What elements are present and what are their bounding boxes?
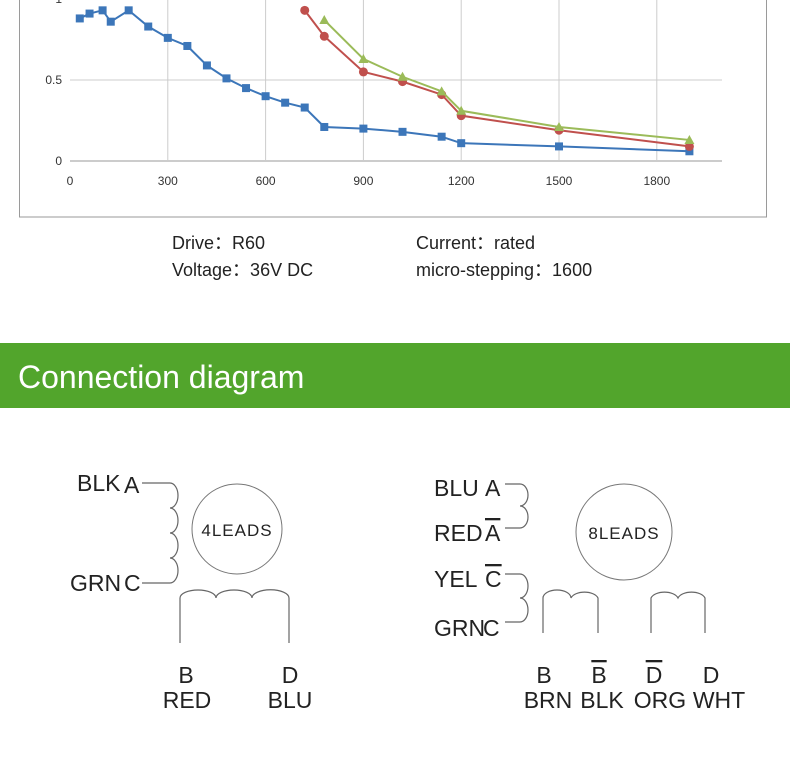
lead-color: BLK bbox=[77, 470, 121, 496]
marker bbox=[685, 147, 694, 156]
banner bbox=[0, 343, 790, 408]
marker bbox=[554, 121, 564, 131]
x-tick-label: 0 bbox=[67, 174, 74, 188]
marker bbox=[163, 33, 172, 42]
marker bbox=[437, 132, 446, 141]
lead-terminal: C bbox=[483, 615, 500, 641]
diagram-8-leads: 8LEADS BLU A RED A YEL C GRN C B BRN B B… bbox=[434, 475, 745, 713]
lead-color: RED bbox=[434, 520, 483, 546]
y-tick-label: 0.5 bbox=[45, 73, 62, 87]
marker bbox=[398, 127, 407, 136]
lead-terminal: C bbox=[124, 570, 141, 596]
motor-circle bbox=[191, 483, 283, 575]
x-tick-label: 300 bbox=[158, 174, 178, 188]
chart-frame bbox=[19, 0, 767, 218]
marker bbox=[98, 6, 107, 15]
marker bbox=[202, 61, 211, 70]
marker bbox=[75, 14, 84, 23]
motor-label: 8LEADS bbox=[588, 524, 659, 543]
lead-color: GRN bbox=[434, 615, 485, 641]
lead-color: BLU bbox=[434, 475, 479, 501]
marker bbox=[261, 92, 270, 101]
y-tick-label: 0 bbox=[55, 154, 62, 168]
caption: Drive：R60 bbox=[172, 233, 265, 253]
x-tick-label: 1200 bbox=[448, 174, 475, 188]
marker bbox=[106, 17, 115, 26]
marker bbox=[359, 124, 368, 133]
lead-color: ORG bbox=[634, 687, 686, 713]
marker bbox=[183, 41, 192, 50]
x-tick-label: 1500 bbox=[546, 174, 573, 188]
coil bbox=[542, 589, 599, 633]
coil bbox=[650, 591, 706, 633]
marker bbox=[457, 139, 466, 148]
marker bbox=[144, 22, 153, 31]
lead-terminal: B bbox=[591, 662, 606, 688]
marker bbox=[555, 142, 563, 151]
lead-terminal: D bbox=[646, 662, 663, 688]
lead-color: BRN bbox=[524, 687, 573, 713]
marker bbox=[242, 84, 251, 93]
caption: Voltage：36V DC bbox=[172, 260, 313, 280]
caption: micro-stepping：1600 bbox=[416, 260, 592, 280]
caption: Current：rated bbox=[416, 233, 535, 253]
lead-terminal: A bbox=[485, 475, 501, 501]
marker bbox=[85, 9, 94, 18]
marker bbox=[320, 122, 329, 131]
marker bbox=[358, 53, 369, 63]
marker bbox=[124, 6, 133, 15]
lead-terminal: D bbox=[703, 662, 720, 688]
lead-terminal: D bbox=[282, 662, 299, 688]
marker bbox=[358, 67, 368, 77]
marker bbox=[436, 86, 447, 96]
lead-color: BLU bbox=[268, 687, 313, 713]
x-tick-label: 1800 bbox=[643, 174, 670, 188]
lead-color: RED bbox=[163, 687, 212, 713]
series-line bbox=[303, 9, 690, 148]
lead-terminal: C bbox=[485, 566, 502, 592]
marker bbox=[300, 103, 309, 112]
marker bbox=[222, 74, 231, 83]
diagram-4-leads: 4LEADS BLK A GRN C B RED D BLU bbox=[70, 470, 312, 713]
motor-circle bbox=[575, 483, 673, 581]
coil bbox=[179, 589, 290, 643]
marker bbox=[456, 105, 467, 115]
coil bbox=[142, 482, 179, 584]
lead-terminal: B bbox=[536, 662, 551, 688]
chart: 0 0.5 1 0 300 600 900 1200 1500 1800 bbox=[19, 0, 767, 218]
marker bbox=[684, 134, 695, 144]
coil bbox=[505, 573, 529, 623]
marker bbox=[397, 71, 408, 81]
x-tick-label: 600 bbox=[256, 174, 276, 188]
marker bbox=[300, 5, 310, 15]
x-tick-label: 900 bbox=[353, 174, 373, 188]
marker bbox=[281, 98, 290, 107]
lead-color: BLK bbox=[580, 687, 624, 713]
lead-terminal: A bbox=[124, 472, 140, 498]
lead-color: WHT bbox=[693, 687, 745, 713]
lead-color: YEL bbox=[434, 566, 478, 592]
lead-terminal: B bbox=[178, 662, 193, 688]
lead-terminal: A bbox=[485, 520, 501, 546]
marker bbox=[319, 31, 329, 41]
y-tick-label: 1 bbox=[55, 0, 62, 6]
marker bbox=[319, 15, 330, 25]
motor-label: 4LEADS bbox=[201, 521, 272, 540]
banner-title: Connection diagram bbox=[18, 359, 304, 395]
coil bbox=[505, 483, 529, 529]
marker bbox=[684, 141, 694, 151]
lead-color: GRN bbox=[70, 570, 121, 596]
